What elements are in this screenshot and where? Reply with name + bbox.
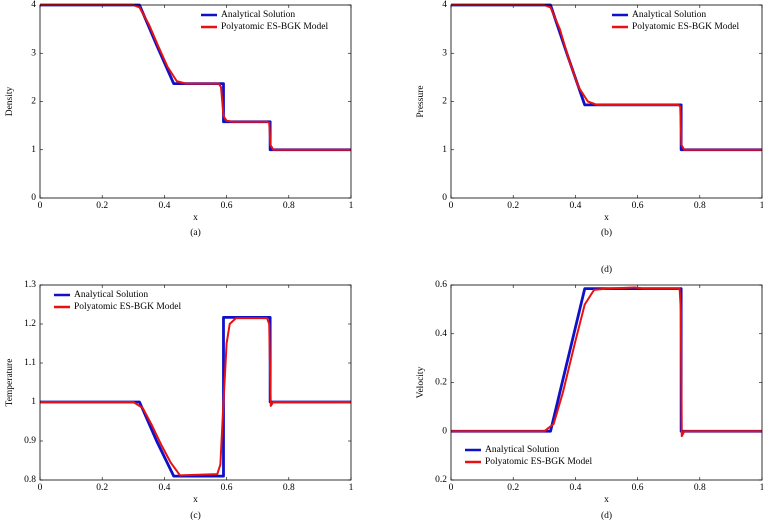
x-tick-label: 0.8: [694, 483, 706, 493]
x-axis-label: x: [604, 495, 609, 505]
caption: (b): [601, 227, 612, 238]
x-axis-label: x: [604, 213, 609, 223]
series-line: [40, 317, 351, 477]
y-axis-label: Density: [5, 86, 15, 116]
plot-frame: [450, 284, 763, 481]
y-tick-label: 1.3: [24, 280, 36, 290]
legend-label: Polyatomic ES-BGK Model: [221, 22, 328, 32]
x-tick-label: 0.2: [96, 483, 108, 493]
x-tick-label: 0.6: [221, 483, 233, 493]
y-tick-label: 3: [442, 48, 447, 58]
y-tick-label: 0: [442, 426, 447, 436]
x-tick-label: 0.2: [507, 201, 519, 211]
x-tick-label: 0.4: [569, 483, 581, 493]
x-tick-label: 0.4: [158, 201, 170, 211]
y-tick-label: 4: [442, 0, 447, 10]
panel: 0 0.2 0.4 0.6 0.8 1 0.8 0.9 1 1.1 1.2 1.3 Analytical…: [5, 280, 353, 521]
x-tick-label: 0: [449, 483, 454, 493]
x-tick-label: 0.6: [632, 483, 644, 493]
x-axis-label: x: [193, 213, 198, 223]
series-line: [451, 4, 762, 151]
y-tick-label: 1: [442, 145, 447, 155]
x-tick-label: 1: [760, 201, 763, 211]
caption: (d): [601, 264, 612, 275]
legend-label: Polyatomic ES-BGK Model: [485, 457, 592, 467]
y-tick-label: 3: [31, 48, 36, 58]
series-line: [451, 286, 762, 438]
series-line: [451, 287, 762, 433]
caption: (c): [190, 510, 201, 521]
plot-frame: [450, 4, 763, 199]
plot-frame: [39, 284, 352, 481]
y-tick-label: 0: [442, 193, 447, 203]
legend-label: Analytical Solution: [74, 290, 148, 300]
x-tick-label: 1: [349, 483, 354, 493]
y-tick-label: 0.9: [24, 436, 36, 446]
x-tick-label: 0.2: [507, 483, 519, 493]
series-line: [40, 315, 351, 478]
y-tick-label: 0.2: [435, 475, 447, 485]
y-axis-label: Temperature: [5, 359, 15, 407]
x-tick-label: 0.4: [158, 483, 170, 493]
legend-label: Analytical Solution: [221, 10, 295, 20]
x-axis-label: x: [193, 495, 198, 505]
x-tick-label: 0.8: [694, 201, 706, 211]
series-line: [40, 4, 351, 151]
y-tick-label: 2: [31, 97, 36, 107]
panel: 0 0.2 0.4 0.6 0.8 1 0 1 2 3 4 Analytical Solution Po…: [416, 0, 763, 275]
caption: (a): [190, 227, 201, 238]
caption: (d): [601, 510, 612, 521]
y-axis-label: Velocity: [416, 366, 426, 398]
x-tick-label: 0.2: [96, 201, 108, 211]
y-tick-label: 1: [31, 145, 36, 155]
y-tick-label: 0.4: [435, 329, 447, 339]
plot-frame: [39, 4, 352, 199]
x-tick-label: 1: [349, 201, 354, 211]
panel: 0 0.2 0.4 0.6 0.8 1 0 1 2 3 4 Analytical Solution Po…: [5, 0, 353, 238]
legend-label: Analytical Solution: [632, 10, 706, 20]
x-tick-label: 0: [38, 483, 43, 493]
x-tick-label: 0: [38, 201, 43, 211]
y-axis-label: Pressure: [416, 85, 426, 117]
y-tick-label: 0.6: [435, 280, 447, 290]
legend-label: Polyatomic ES-BGK Model: [632, 22, 739, 32]
y-tick-label: 1.2: [24, 319, 36, 329]
legend-label: Analytical Solution: [485, 445, 559, 455]
legend-label: Polyatomic ES-BGK Model: [74, 302, 181, 312]
y-tick-label: 1.1: [24, 358, 36, 368]
x-tick-label: 0.8: [283, 483, 295, 493]
x-tick-label: 0.8: [283, 201, 295, 211]
y-tick-label: 4: [31, 0, 36, 10]
x-tick-label: 0.6: [221, 201, 233, 211]
x-tick-label: 0.6: [632, 201, 644, 211]
y-tick-label: 1: [31, 397, 36, 407]
x-tick-label: 0: [449, 201, 454, 211]
y-tick-label: 0: [31, 193, 36, 203]
y-tick-label: 0.8: [24, 475, 36, 485]
x-tick-label: 0.4: [569, 201, 581, 211]
y-tick-label: 0.2: [435, 378, 447, 388]
x-tick-label: 1: [760, 483, 763, 493]
y-tick-label: 2: [442, 97, 447, 107]
